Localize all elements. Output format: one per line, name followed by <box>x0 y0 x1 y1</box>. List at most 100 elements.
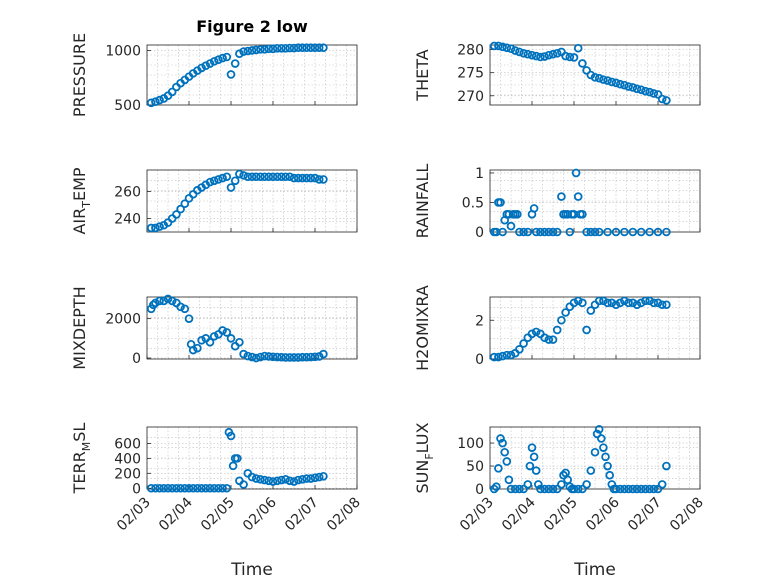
data-point <box>611 300 621 310</box>
data-point <box>620 484 629 494</box>
data-point <box>611 484 621 494</box>
data-point <box>632 84 642 94</box>
data-point <box>515 47 524 57</box>
data-point <box>226 431 236 441</box>
data-point <box>657 480 667 489</box>
data-point <box>201 61 211 71</box>
y-tick-label: 240 <box>114 212 141 228</box>
y-tick-label: 400 <box>114 451 141 467</box>
data-point <box>176 204 185 214</box>
data-point <box>506 350 516 360</box>
data-point <box>226 183 236 192</box>
data-point <box>230 59 240 68</box>
data-point <box>235 169 244 179</box>
y-tick-label: 200 <box>114 466 141 482</box>
data-point <box>214 55 223 65</box>
data-point <box>586 70 596 80</box>
x-tick-label: 02/05 <box>541 495 581 535</box>
data-point <box>523 227 533 237</box>
data-point <box>306 173 316 183</box>
subplot-sun_flux: 0 50 100 02/03 02/04 02/05 02/06 02/07 02/08 SUNF… <box>413 422 707 534</box>
data-point <box>163 483 173 493</box>
data-point <box>498 351 507 361</box>
data-point <box>306 352 316 362</box>
data-point <box>293 43 303 53</box>
data-point <box>512 209 522 219</box>
data-point <box>214 483 223 493</box>
data-point <box>620 296 629 306</box>
data-point <box>151 483 160 493</box>
data-point <box>548 335 558 344</box>
y-axis-label: MIXDEPTH <box>70 286 89 369</box>
data-point <box>636 227 646 237</box>
data-point <box>146 98 156 108</box>
y-axis-label: RAINFALL <box>413 164 432 239</box>
y-tick-label: 0 <box>475 352 484 368</box>
data-point <box>607 480 617 489</box>
data-point <box>544 484 554 494</box>
data-point <box>519 484 528 494</box>
data-point <box>222 483 232 493</box>
data-point <box>289 43 299 53</box>
x-tick-label: 02/04 <box>499 494 539 534</box>
data-point <box>256 352 265 362</box>
data-point <box>239 171 248 180</box>
y-tick-label: 0 <box>132 351 141 367</box>
figure-title: Figure 2 low <box>196 17 308 36</box>
data-point <box>641 86 650 96</box>
data-point <box>251 172 261 182</box>
data-point <box>571 168 581 178</box>
data-point <box>193 483 202 493</box>
data-point <box>636 484 646 494</box>
y-tick-label: 0.5 <box>462 195 484 211</box>
data-point <box>636 85 646 95</box>
data-point <box>226 334 236 343</box>
data-point <box>243 46 253 56</box>
data-point <box>573 192 583 201</box>
data-point <box>628 298 638 308</box>
data-point <box>289 173 299 183</box>
y-axis-label: H2OMIXRA <box>413 285 432 371</box>
data-point <box>302 173 311 183</box>
data-point <box>624 484 633 494</box>
data-point <box>314 175 324 184</box>
data-point <box>260 172 269 182</box>
data-point <box>302 474 311 483</box>
data-point <box>306 474 316 483</box>
data-point <box>536 484 545 494</box>
y-tick-label: 50 <box>466 459 484 475</box>
y-axis-label: THETA <box>413 49 432 101</box>
data-point <box>159 296 169 306</box>
data-point <box>573 484 583 494</box>
data-point <box>310 173 320 183</box>
data-point <box>176 483 185 493</box>
subplot-rainfall: 0 0.5 1 RAINFALL <box>413 164 701 241</box>
data-point <box>632 300 642 310</box>
data-point <box>205 59 215 68</box>
subplot-pressure: 500 1000 PRESSURE <box>70 33 358 117</box>
data-point <box>281 43 290 53</box>
x-tick-label: 02/08 <box>667 495 707 535</box>
x-tick-label: 02/08 <box>324 495 364 535</box>
data-point <box>277 352 286 362</box>
data-point <box>544 335 554 344</box>
data-point <box>230 176 240 186</box>
data-point <box>151 97 160 107</box>
data-point <box>510 484 520 494</box>
data-point <box>536 227 545 237</box>
data-point <box>239 47 248 56</box>
data-point <box>657 94 667 104</box>
data-point <box>247 172 257 182</box>
data-point <box>552 49 562 58</box>
data-point <box>180 483 190 493</box>
data-point <box>298 352 307 362</box>
data-point <box>662 300 671 310</box>
data-point <box>599 75 608 84</box>
data-point <box>611 78 621 88</box>
data-point <box>151 298 160 308</box>
data-point <box>628 227 638 237</box>
data-point <box>565 227 575 237</box>
data-point <box>494 352 503 362</box>
